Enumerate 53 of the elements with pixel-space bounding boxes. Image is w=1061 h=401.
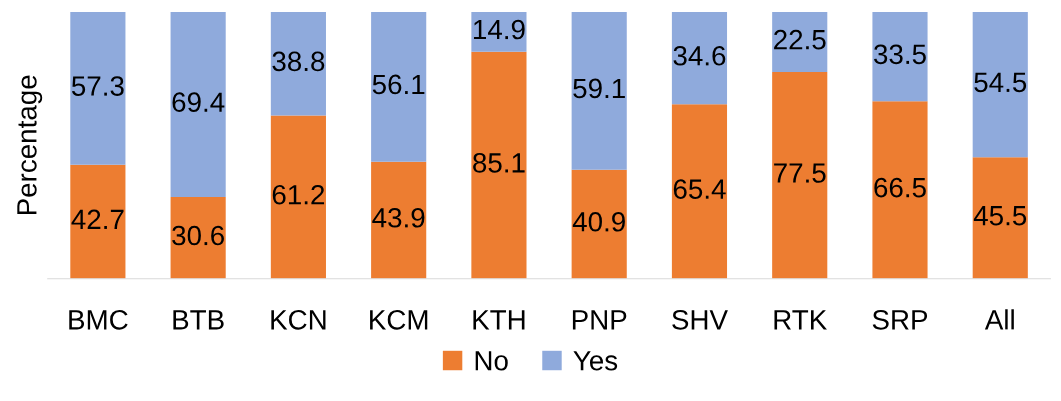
- data-label: 45.5: [973, 206, 1027, 226]
- data-label: 65.4: [673, 179, 726, 199]
- data-label: 85.1: [473, 153, 525, 173]
- bar: [972, 157, 1028, 279]
- bar: [772, 72, 828, 279]
- bar: [872, 101, 928, 279]
- bar: [170, 197, 226, 279]
- data-label: 69.4: [172, 92, 225, 113]
- x-tick-label: BTB: [173, 310, 224, 330]
- bar: [671, 12, 728, 105]
- x-tick-label: RTK: [774, 310, 827, 330]
- x-tick-label: KCM: [370, 309, 428, 330]
- data-label: 54.5: [974, 72, 1027, 93]
- bar: [671, 104, 728, 279]
- bar: [571, 12, 627, 170]
- bar: [70, 164, 126, 279]
- data-label: 30.6: [172, 225, 224, 246]
- data-label: 34.6: [673, 45, 726, 66]
- x-tick-label: SHV: [672, 309, 728, 330]
- x-tick-label: PNP: [572, 310, 627, 330]
- bar: [571, 169, 627, 279]
- x-tick-label: KTH: [473, 310, 525, 330]
- x-tick-label: SRP: [872, 309, 928, 330]
- x-tick-label: BMC: [69, 309, 128, 330]
- data-label: 57.3: [71, 76, 124, 96]
- data-label: 66.5: [874, 177, 926, 198]
- x-tick-label: All: [984, 309, 1014, 330]
- data-label: 77.5: [774, 163, 826, 183]
- data-label: 42.7: [71, 209, 124, 229]
- bar: [170, 12, 226, 198]
- bar: [471, 51, 527, 279]
- bar: [371, 12, 427, 162]
- bar: [270, 115, 326, 279]
- bar: [471, 12, 527, 52]
- data-label: 59.1: [573, 78, 625, 99]
- data-label: 43.9: [372, 207, 425, 228]
- data-label: 56.1: [372, 74, 425, 95]
- bar: [70, 12, 126, 165]
- x-tick-label: KCN: [271, 309, 326, 330]
- y-axis-title: Percentage: [17, 75, 43, 215]
- data-label: 33.5: [874, 44, 926, 65]
- data-label: 61.2: [272, 184, 325, 205]
- bar: [772, 12, 828, 73]
- bar: [371, 161, 427, 279]
- bar: [872, 12, 928, 102]
- legend-label: No: [475, 351, 508, 371]
- bar: [972, 12, 1028, 158]
- data-label: 22.5: [774, 29, 826, 50]
- legend-label: Yes: [573, 351, 618, 371]
- data-label: 40.9: [572, 211, 625, 232]
- bar: [270, 12, 326, 116]
- data-label: 38.8: [272, 51, 325, 72]
- data-label: 14.9: [474, 19, 525, 40]
